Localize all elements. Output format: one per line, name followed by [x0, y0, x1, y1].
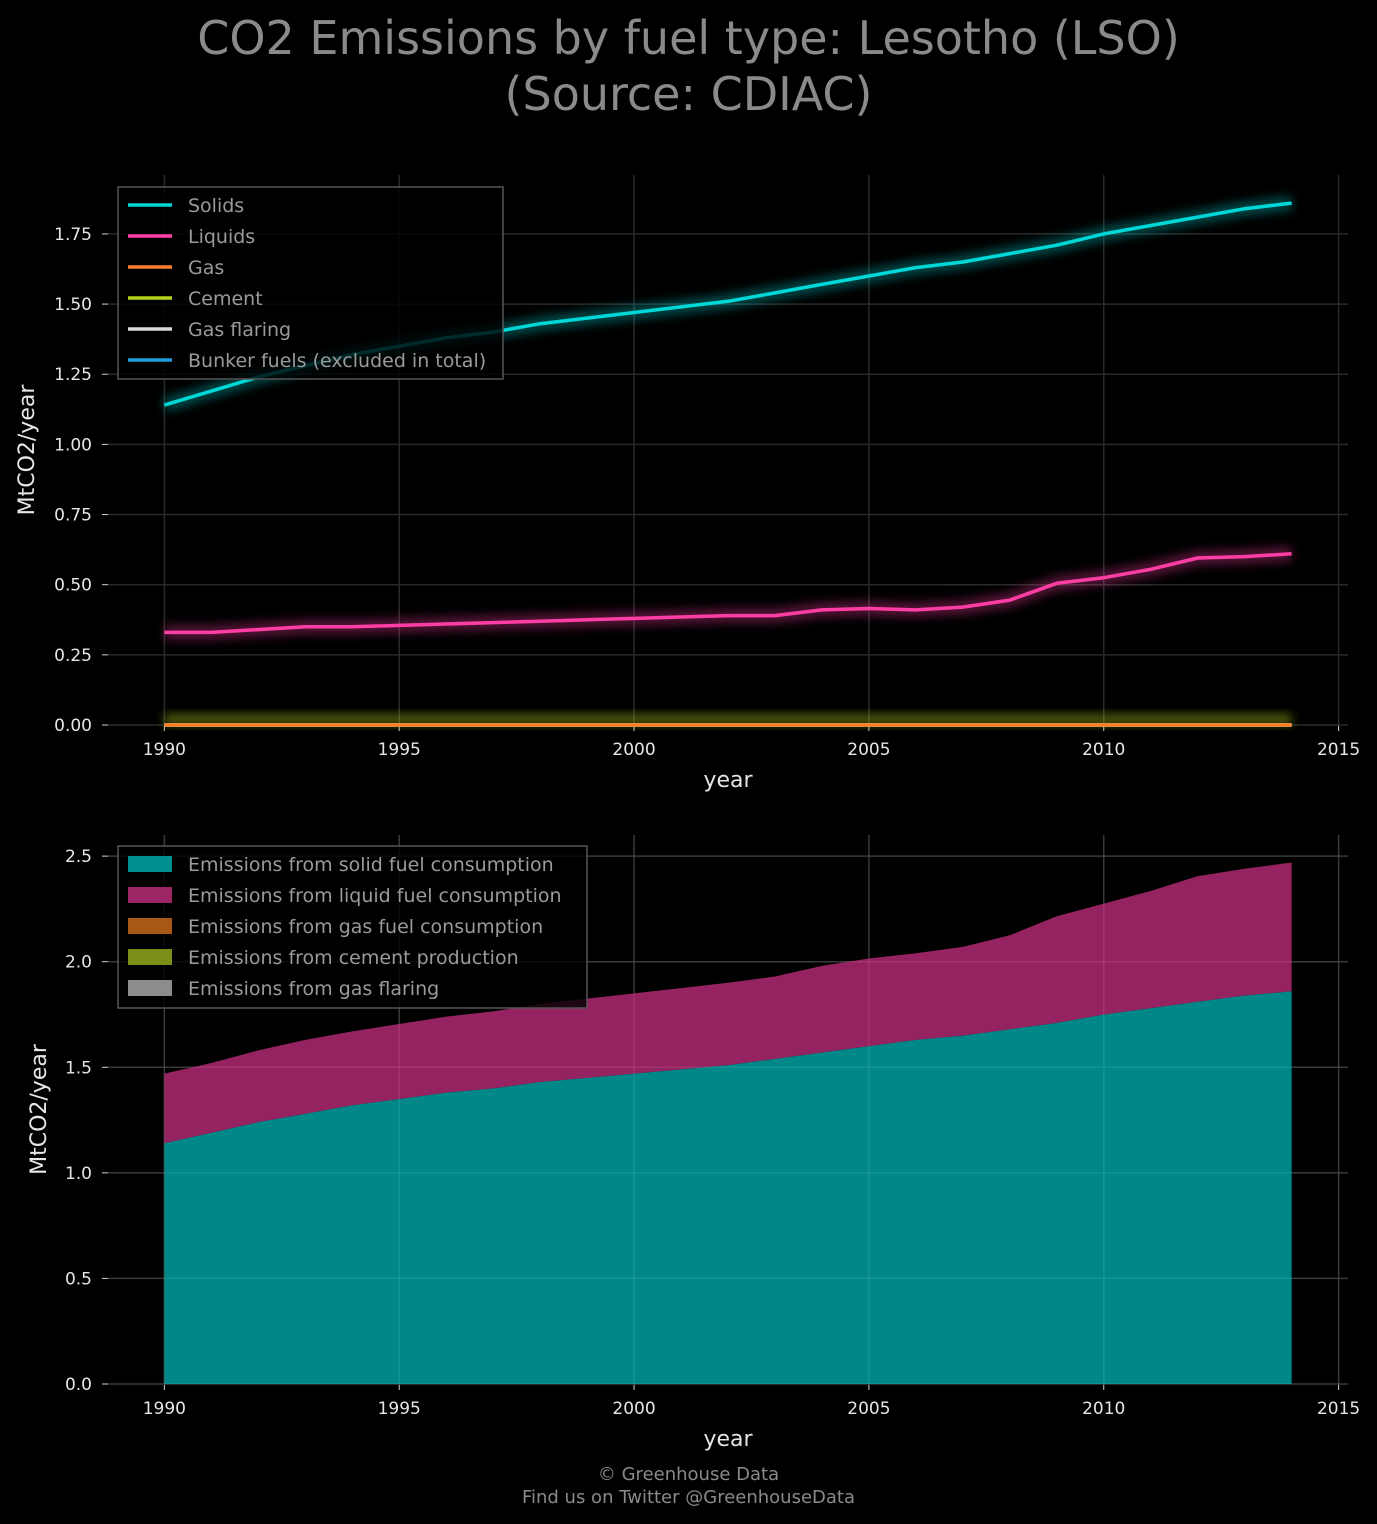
y-tick-label: 1.00	[54, 435, 92, 455]
chart-title-line1: CO2 Emissions by fuel type: Lesotho (LSO…	[197, 11, 1180, 65]
legend-swatch	[128, 887, 172, 903]
legend-swatch	[128, 980, 172, 996]
legend-box	[117, 186, 504, 380]
y-tick-label: 2.5	[65, 847, 92, 867]
series-glow-liquids	[164, 546, 1293, 640]
y-tick-label: 1.25	[54, 365, 92, 385]
x-tick-label: 2015	[1317, 740, 1360, 760]
y-axis-label: MtCO2/year	[15, 384, 40, 516]
legend-label: Bunker fuels (excluded in total)	[188, 350, 486, 372]
x-axis-label: year	[703, 768, 753, 793]
series-line-liquids	[164, 552, 1292, 635]
legend-swatch	[128, 949, 172, 965]
x-tick-label: 1995	[378, 740, 421, 760]
x-tick-label: 2000	[612, 1399, 655, 1419]
x-tick-label: 2005	[847, 1399, 890, 1419]
legend-label: Emissions from liquid fuel consumption	[188, 885, 562, 907]
legend-label: Emissions from cement production	[188, 947, 519, 969]
legend-box	[117, 845, 588, 1009]
footer-copyright: © Greenhouse Data	[597, 1464, 780, 1485]
y-tick-label: 1.75	[54, 225, 92, 245]
legend-label: Liquids	[188, 226, 255, 248]
x-tick-label: 2015	[1317, 1399, 1360, 1419]
x-tick-label: 2005	[847, 740, 890, 760]
x-tick-label: 1990	[143, 740, 186, 760]
legend-swatch	[128, 918, 172, 934]
legend-label: Emissions from gas flaring	[188, 978, 439, 1000]
legend-label: Emissions from gas fuel consumption	[188, 916, 543, 938]
legend-label: Cement	[188, 288, 263, 310]
y-tick-label: 0.25	[54, 646, 92, 666]
y-tick-label: 1.5	[65, 1058, 92, 1078]
footer-twitter: Find us on Twitter @GreenhouseData	[521, 1487, 856, 1508]
legend-label: Solids	[188, 195, 244, 217]
x-tick-label: 1995	[378, 1399, 421, 1419]
x-tick-label: 2010	[1082, 740, 1125, 760]
y-tick-label: 0.00	[54, 716, 92, 736]
legend-label: Gas flaring	[188, 319, 291, 341]
footer: © Greenhouse Data Find us on Twitter @Gr…	[0, 1463, 1377, 1509]
x-axis-label: year	[703, 1427, 753, 1452]
x-tick-label: 2000	[612, 740, 655, 760]
legend-swatch	[128, 856, 172, 872]
line-chart: 1990 1995 2000 2005 2010 2015 0.00 0.25 0.50 0.75…	[15, 175, 1360, 793]
y-tick-label: 0.0	[65, 1375, 92, 1395]
stacked-area-chart: 1990 1995 2000 2005 2010 2015 0.0 0.5 1.0 1.5 2.0 2…	[27, 835, 1360, 1452]
y-tick-label: 1.0	[65, 1164, 92, 1184]
y-tick-label: 1.50	[54, 295, 92, 315]
legend-label: Gas	[188, 257, 224, 279]
y-tick-label: 2.0	[65, 953, 92, 973]
chart-title: CO2 Emissions by fuel type: Lesotho (LSO…	[0, 10, 1377, 122]
area-emissions-from-solid-fuel-consumption	[164, 991, 1292, 1384]
y-tick-label: 0.5	[65, 1269, 92, 1289]
y-tick-label: 0.75	[54, 506, 92, 526]
x-tick-label: 2010	[1082, 1399, 1125, 1419]
area-emissions-from-liquid-fuel-consumption	[164, 862, 1292, 1144]
x-tick-label: 1990	[143, 1399, 186, 1419]
y-axis-label: MtCO2/year	[27, 1043, 52, 1175]
y-tick-label: 0.50	[54, 576, 92, 596]
chart-title-line2: (Source: CDIAC)	[504, 67, 873, 121]
legend-label: Emissions from solid fuel consumption	[188, 854, 554, 876]
